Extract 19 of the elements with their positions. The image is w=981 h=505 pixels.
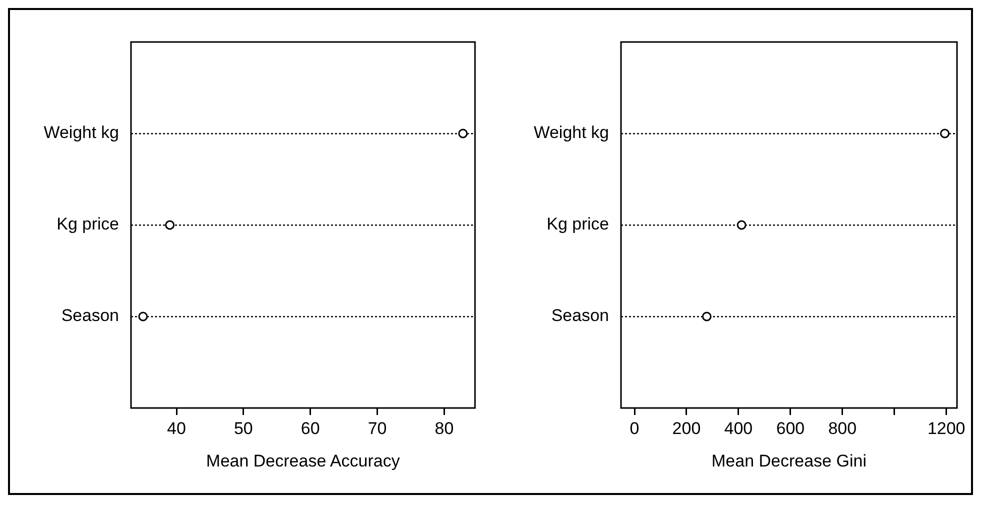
x-tick-label: 600 [776, 418, 805, 438]
x-tick-label: 60 [300, 418, 320, 438]
x-tick-label: 70 [368, 418, 387, 438]
x-tick-label: 80 [434, 418, 454, 438]
y-tick-label: Kg price [56, 214, 119, 234]
x-tick-label: 800 [828, 418, 857, 438]
y-tick-label: Kg price [546, 214, 609, 234]
x-tick-label: 200 [672, 418, 701, 438]
y-tick-label: Season [61, 306, 119, 326]
x-axis-title: Mean Decrease Accuracy [206, 451, 400, 470]
x-axis-title: Mean Decrease Gini [712, 451, 866, 470]
x-tick-label: 50 [234, 418, 253, 438]
x-tick-label: 0 [630, 418, 640, 438]
x-tick-label: 40 [167, 418, 186, 438]
y-tick-label: Weight kg [534, 123, 609, 142]
y-tick-label: Weight kg [44, 123, 119, 142]
x-tick-label: 400 [724, 418, 753, 438]
x-tick-label: 1200 [927, 418, 966, 438]
y-tick-label: Season [551, 306, 609, 326]
